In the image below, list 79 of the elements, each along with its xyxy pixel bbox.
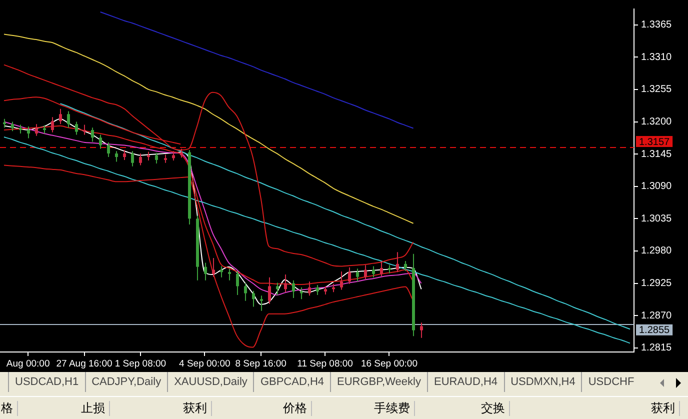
candlestick: [107, 142, 110, 158]
text: 格: [0, 401, 18, 416]
x-tick-label: Aug 00:00: [6, 358, 50, 370]
text: GBPCAD,H4: [253, 372, 330, 392]
text: 获利: [112, 401, 212, 416]
candlestick: [292, 280, 295, 298]
line-series: [4, 34, 414, 224]
candlestick: [300, 286, 303, 300]
candlestick: [59, 108, 62, 125]
candlestick: [420, 322, 423, 338]
text: USDMXN,H4: [504, 372, 582, 392]
candlestick: [212, 258, 215, 278]
candlestick: [316, 284, 319, 296]
candlestick: [51, 116, 54, 133]
x-tick-label: 1 Sep 08:00: [114, 358, 166, 370]
candlestick: [356, 268, 359, 282]
x-tick-label: 8 Sep 16:00: [235, 358, 286, 370]
y-tick-label: 1.3200: [641, 116, 672, 128]
y-tick-label: 1.2980: [641, 246, 672, 257]
candlestick: [67, 110, 70, 128]
candlestick: [372, 266, 375, 278]
candlestick: [268, 276, 271, 304]
x-tick-label: 27 Aug 16:00: [56, 358, 112, 370]
y-tick-label: 1.3365: [641, 20, 672, 31]
text: USDCAD,H1: [8, 372, 85, 392]
candlestick: [276, 282, 279, 296]
candlestick: [35, 124, 38, 136]
line-series: [60, 103, 630, 330]
y-tick-label: 1.3090: [641, 181, 672, 192]
candlestick: [228, 268, 231, 281]
text: CADJPY,Daily: [84, 372, 168, 392]
candlestick: [91, 127, 94, 142]
x-tick-label: 4 Sep 00:00: [179, 358, 230, 370]
candlestick: [284, 274, 287, 293]
text: USDCHF: [581, 372, 640, 392]
text: XAUUSD,Daily: [167, 372, 254, 392]
y-tick-label: 1.2925: [641, 278, 672, 290]
candlestick: [364, 264, 367, 280]
x-tick-label: 11 Sep 08:00: [297, 358, 353, 370]
candlestick: [139, 152, 142, 166]
line-series: [4, 136, 630, 344]
text: 价格: [214, 401, 312, 416]
text: 获利: [512, 401, 680, 416]
candlestick: [11, 121, 14, 132]
text: EURGBP,Weekly: [330, 372, 427, 392]
candlestick: [131, 150, 134, 167]
text: 交换: [417, 401, 510, 416]
candlestick: [340, 271, 343, 290]
text: 止损: [20, 401, 110, 416]
y-tick-label: 1.3255: [641, 84, 672, 96]
ref-line-label: 1.3157: [639, 136, 670, 148]
candlestick: [308, 281, 311, 296]
candlestick: [348, 266, 351, 284]
candlestick: [27, 126, 30, 139]
candlestick: [155, 152, 158, 164]
candlestick: [260, 295, 263, 312]
candlestick: [236, 270, 239, 296]
candlestick: [404, 260, 407, 272]
candlestick: [204, 262, 207, 281]
ref-line-label: 1.2855: [639, 325, 670, 336]
candlestick: [123, 149, 126, 160]
candlestick: [380, 261, 383, 277]
candlestick: [396, 252, 399, 273]
text: 手续费: [314, 401, 415, 416]
line-series: [100, 11, 414, 129]
y-tick-label: 1.2870: [641, 310, 672, 322]
candlestick: [115, 150, 118, 162]
y-tick-label: 1.3035: [641, 213, 672, 224]
text: EURAUD,H4: [426, 372, 504, 392]
y-tick-label: 1.3145: [641, 148, 672, 160]
candlestick: [75, 121, 78, 136]
y-tick-label: 1.3310: [641, 52, 672, 63]
candlestick: [244, 282, 247, 302]
candlestick: [172, 150, 175, 162]
candlestick: [83, 124, 86, 136]
y-tick-label: 1.2815: [641, 342, 672, 354]
candlestick: [252, 290, 255, 308]
x-tick-label: 16 Sep 00:00: [360, 358, 418, 370]
candlestick: [99, 134, 102, 150]
